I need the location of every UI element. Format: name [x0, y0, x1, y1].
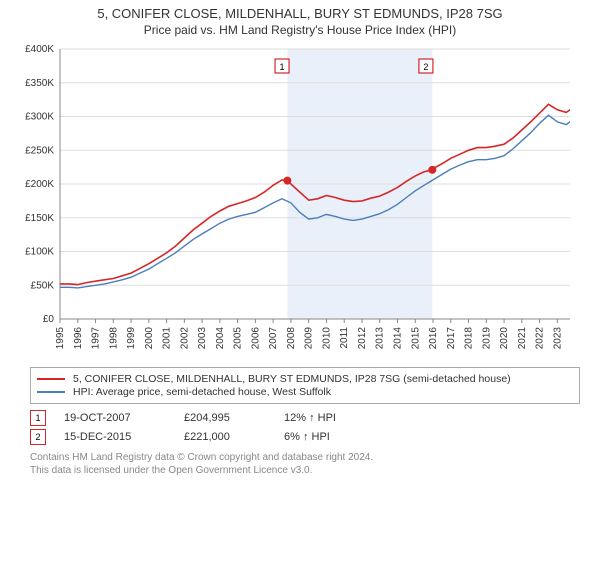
event-price: £204,995	[184, 412, 284, 424]
svg-text:1998: 1998	[108, 327, 119, 350]
svg-text:£400K: £400K	[25, 44, 54, 55]
event-row: 1 19-OCT-2007£204,99512% ↑ HPI	[30, 410, 580, 426]
legend-swatch-blue	[37, 391, 65, 393]
svg-text:2008: 2008	[286, 327, 297, 350]
event-marker: 1	[30, 410, 46, 426]
svg-text:2010: 2010	[321, 327, 332, 350]
svg-text:2012: 2012	[357, 327, 368, 350]
event-date: 15-DEC-2015	[64, 431, 184, 443]
event-hpi: 6% ↑ HPI	[284, 431, 404, 443]
svg-text:£350K: £350K	[25, 78, 54, 89]
legend-label-red: 5, CONIFER CLOSE, MILDENHALL, BURY ST ED…	[73, 373, 511, 385]
legend-row-red: 5, CONIFER CLOSE, MILDENHALL, BURY ST ED…	[37, 373, 573, 385]
footer: Contains HM Land Registry data © Crown c…	[30, 451, 580, 477]
price-chart: £0 £50K £100K £150K £200K £250K £300K £350K £400…	[10, 41, 570, 361]
event-marker: 2	[30, 429, 46, 445]
svg-text:£300K: £300K	[25, 112, 54, 123]
svg-text:2023: 2023	[552, 327, 563, 350]
event-price: £221,000	[184, 431, 284, 443]
footer-line2: This data is licensed under the Open Gov…	[30, 464, 580, 477]
svg-text:1: 1	[280, 62, 285, 72]
svg-text:2020: 2020	[499, 327, 510, 350]
event-date: 19-OCT-2007	[64, 412, 184, 424]
chart-subtitle: Price paid vs. HM Land Registry's House …	[0, 23, 600, 37]
svg-text:£50K: £50K	[31, 280, 55, 291]
chart-title: 5, CONIFER CLOSE, MILDENHALL, BURY ST ED…	[0, 6, 600, 21]
legend-row-blue: HPI: Average price, semi-detached house,…	[37, 386, 573, 398]
svg-text:1995: 1995	[55, 327, 66, 350]
svg-text:2009: 2009	[304, 327, 315, 350]
svg-text:2017: 2017	[446, 327, 457, 350]
svg-text:2011: 2011	[339, 327, 350, 349]
svg-text:£250K: £250K	[25, 145, 54, 156]
svg-text:2: 2	[423, 62, 428, 72]
svg-text:2003: 2003	[197, 327, 208, 350]
svg-text:2018: 2018	[464, 327, 475, 350]
svg-text:2022: 2022	[535, 327, 546, 350]
svg-text:2005: 2005	[233, 327, 244, 350]
events-table: 1 19-OCT-2007£204,99512% ↑ HPI 2 15-DEC-201…	[30, 410, 580, 445]
svg-text:2001: 2001	[162, 327, 173, 350]
svg-text:£150K: £150K	[25, 213, 54, 224]
svg-text:1996: 1996	[73, 327, 84, 350]
svg-text:2014: 2014	[392, 327, 403, 350]
svg-text:2016: 2016	[428, 327, 439, 350]
legend: 5, CONIFER CLOSE, MILDENHALL, BURY ST ED…	[30, 367, 580, 404]
svg-text:2021: 2021	[517, 327, 528, 350]
svg-text:2002: 2002	[179, 327, 190, 350]
svg-text:£100K: £100K	[25, 247, 54, 258]
svg-text:£0: £0	[43, 314, 55, 325]
svg-text:2013: 2013	[375, 327, 386, 350]
svg-text:1997: 1997	[91, 327, 102, 350]
svg-text:2015: 2015	[410, 327, 421, 350]
legend-label-blue: HPI: Average price, semi-detached house,…	[73, 386, 331, 398]
footer-line1: Contains HM Land Registry data © Crown c…	[30, 451, 580, 464]
event-row: 2 15-DEC-2015£221,0006% ↑ HPI	[30, 429, 580, 445]
svg-text:£200K: £200K	[25, 179, 54, 190]
svg-text:2000: 2000	[144, 327, 155, 350]
svg-text:1999: 1999	[126, 327, 137, 350]
legend-swatch-red	[37, 378, 65, 380]
event-hpi: 12% ↑ HPI	[284, 412, 404, 424]
svg-text:2006: 2006	[250, 327, 261, 350]
svg-text:2019: 2019	[481, 327, 492, 350]
svg-text:2004: 2004	[215, 327, 226, 350]
svg-text:2007: 2007	[268, 327, 279, 350]
